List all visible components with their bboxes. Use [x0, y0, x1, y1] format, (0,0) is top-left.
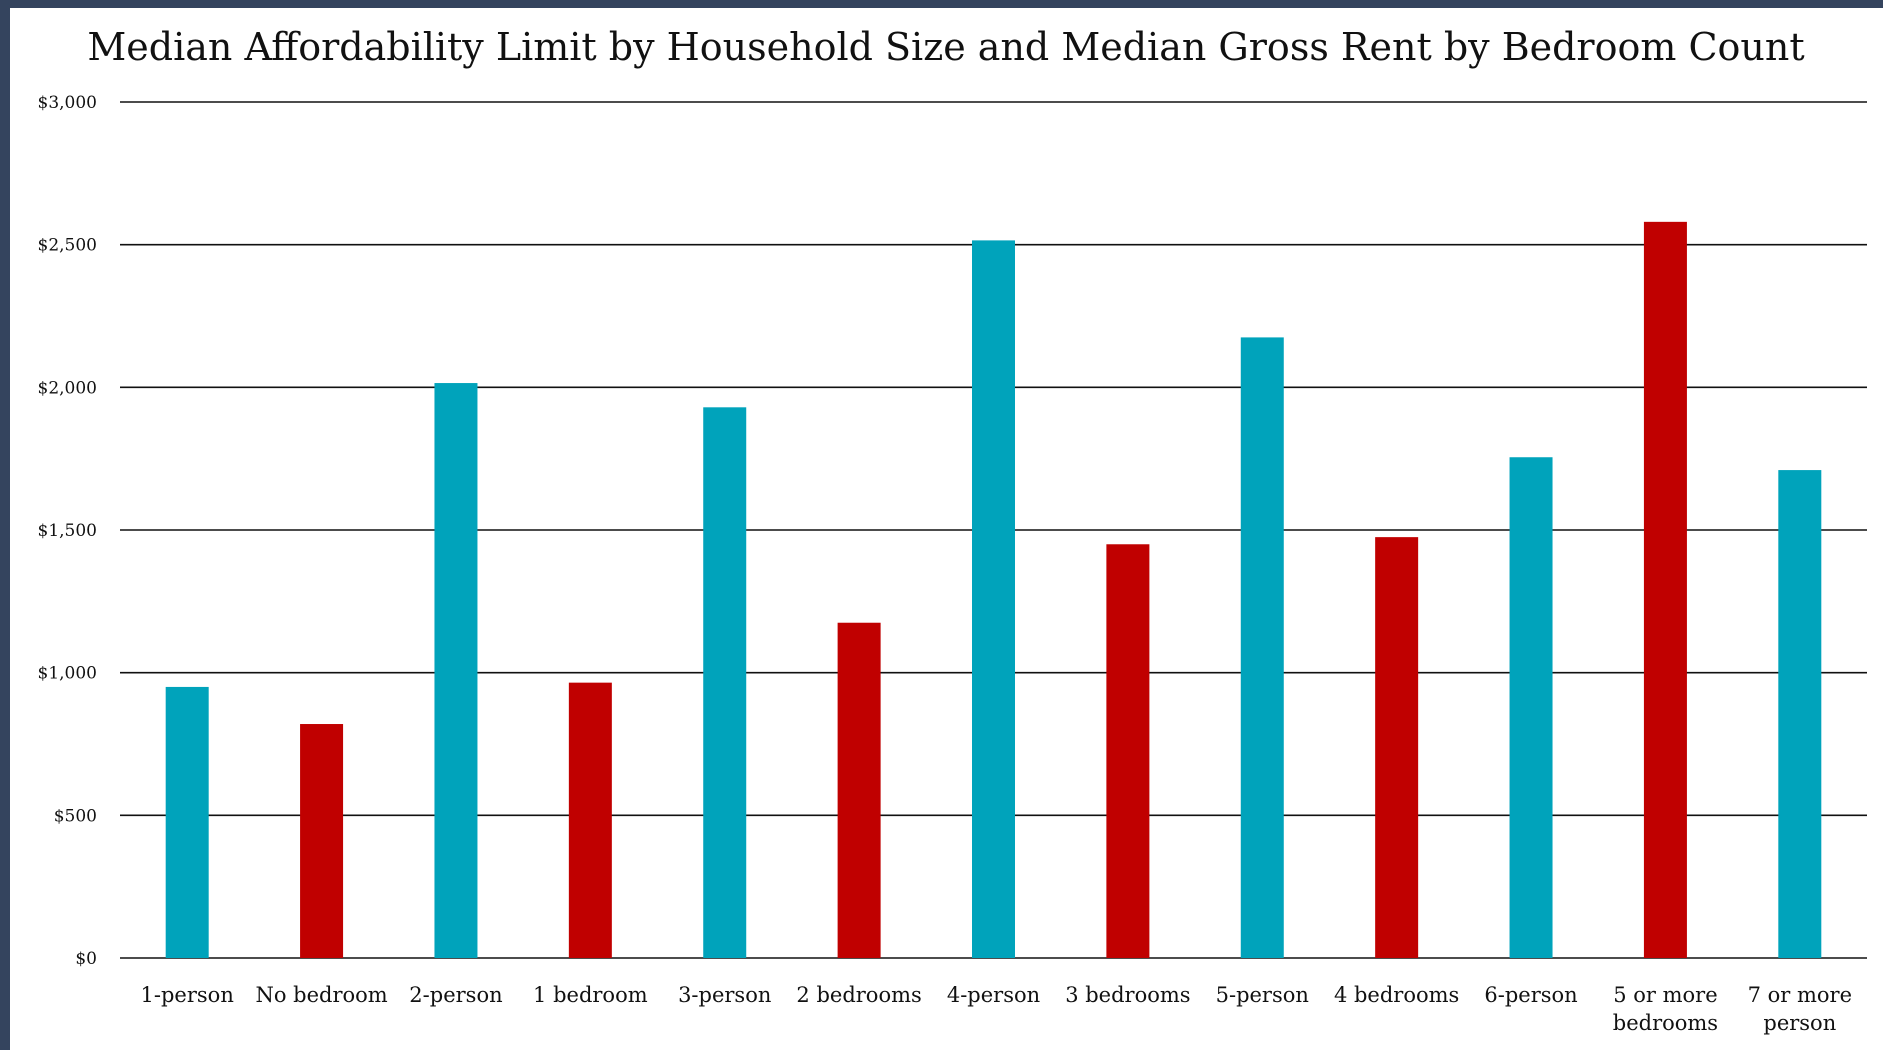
bar	[1509, 457, 1553, 958]
y-tick-label: $2,500	[38, 236, 97, 256]
bar	[1106, 544, 1150, 958]
x-tick-label: 2-person	[409, 983, 502, 1007]
y-tick-label: $1,000	[38, 664, 97, 684]
bar	[165, 686, 209, 958]
y-tick-label: $2,000	[38, 378, 97, 398]
chart-title: Median Affordability Limit by Household …	[87, 25, 1804, 69]
bar	[703, 407, 747, 959]
bars	[165, 221, 1822, 959]
x-tick-label: 3-person	[678, 983, 771, 1007]
y-tick-label: $3,000	[38, 93, 97, 113]
bar	[837, 622, 881, 958]
x-tick-label: 2 bedrooms	[796, 983, 921, 1007]
x-tick-label: 6-person	[1484, 983, 1577, 1007]
x-tick-label: 1 bedroom	[533, 983, 648, 1007]
x-axis-tick-labels: 1-person No bedroom 2-person 1 bedroom 3-per…	[141, 983, 1852, 1035]
bar	[972, 240, 1015, 959]
bar	[300, 724, 344, 958]
x-tick-label: No bedroom	[255, 983, 387, 1007]
bar	[1375, 537, 1419, 958]
bar	[1240, 337, 1284, 958]
bar	[434, 383, 478, 958]
chart-frame: Median Affordability Limit by Household …	[10, 8, 1883, 1050]
x-tick-label: 7 or more person	[1748, 983, 1852, 1035]
bar	[1643, 221, 1687, 959]
x-tick-label: 4-person	[947, 983, 1040, 1007]
bar	[568, 682, 612, 958]
x-tick-label: 5 or more bedrooms	[1613, 983, 1718, 1035]
y-tick-label: $0	[75, 949, 97, 969]
x-tick-label: 3 bedrooms	[1065, 983, 1190, 1007]
bar-chart: Median Affordability Limit by Household …	[38, 25, 1867, 1035]
y-axis-tick-labels: $0 $500 $1,000 $1,500 $2,000 $2,500 $3,000	[38, 93, 97, 969]
x-tick-label: 4 bedrooms	[1334, 983, 1459, 1007]
x-tick-label: 5-person	[1216, 983, 1309, 1007]
x-tick-label: 1-person	[141, 983, 234, 1007]
y-tick-label: $500	[54, 806, 97, 826]
y-tick-label: $1,500	[38, 521, 97, 541]
bar	[1778, 470, 1822, 958]
